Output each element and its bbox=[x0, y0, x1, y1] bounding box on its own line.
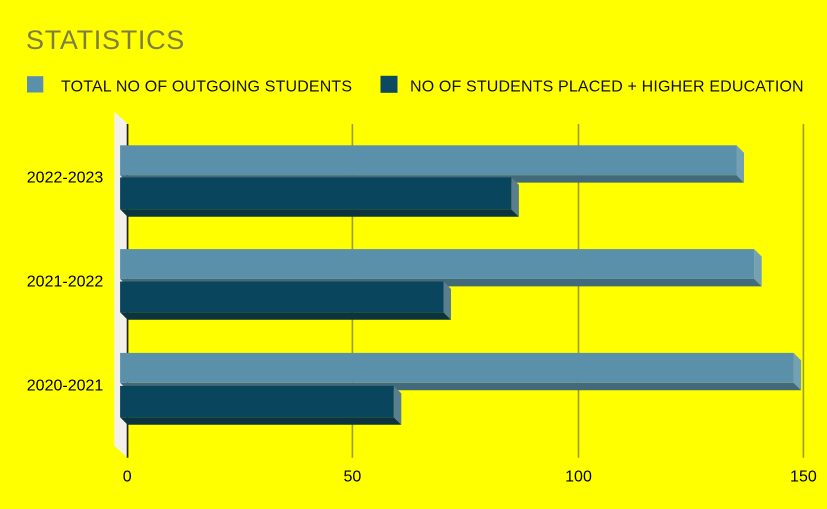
svg-text:NO OF STUDENTS PLACED + HIGHER: NO OF STUDENTS PLACED + HIGHER EDUCATION bbox=[410, 78, 804, 95]
svg-text:2020-2021: 2020-2021 bbox=[27, 377, 104, 394]
svg-text:2022-2023: 2022-2023 bbox=[27, 170, 104, 187]
svg-text:50: 50 bbox=[344, 469, 362, 486]
svg-text:2021-2022: 2021-2022 bbox=[27, 274, 104, 291]
svg-text:STATISTICS: STATISTICS bbox=[26, 25, 185, 55]
svg-text:150: 150 bbox=[790, 469, 817, 486]
svg-text:0: 0 bbox=[123, 469, 132, 486]
svg-text:100: 100 bbox=[565, 469, 592, 486]
svg-text:TOTAL NO OF OUTGOING STUDENTS: TOTAL NO OF OUTGOING STUDENTS bbox=[61, 78, 352, 95]
